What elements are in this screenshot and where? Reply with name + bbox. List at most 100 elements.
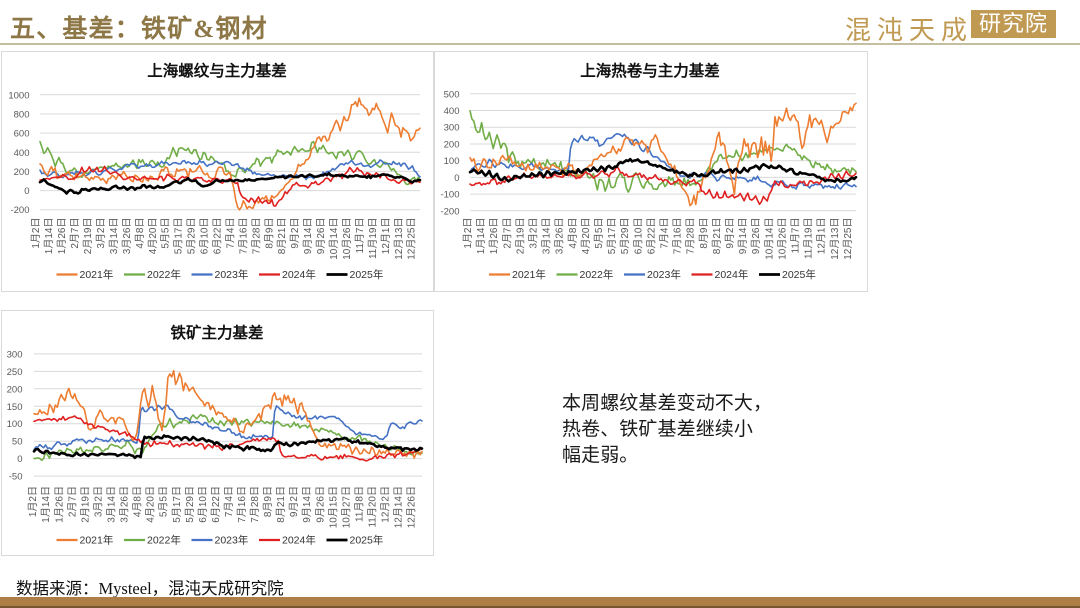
svg-text:2025年: 2025年 bbox=[350, 534, 384, 547]
svg-text:上海螺纹与主力基差: 上海螺纹与主力基差 bbox=[147, 61, 287, 80]
svg-text:8月21日: 8月21日 bbox=[711, 218, 723, 255]
svg-text:上海热卷与主力基差: 上海热卷与主力基差 bbox=[580, 61, 720, 80]
svg-text:2024年: 2024年 bbox=[282, 534, 316, 547]
svg-text:3月14日: 3月14日 bbox=[541, 218, 553, 255]
svg-text:3月26日: 3月26日 bbox=[554, 218, 566, 255]
svg-text:11月19日: 11月19日 bbox=[367, 218, 379, 260]
svg-text:9月14日: 9月14日 bbox=[737, 218, 749, 255]
svg-text:11月20日: 11月20日 bbox=[367, 486, 379, 528]
svg-text:12月14日: 12月14日 bbox=[393, 486, 405, 528]
svg-text:1月2日: 1月2日 bbox=[30, 218, 42, 249]
svg-text:10月14日: 10月14日 bbox=[328, 218, 340, 260]
svg-text:5月29日: 5月29日 bbox=[186, 218, 198, 255]
svg-text:11月19日: 11月19日 bbox=[803, 218, 815, 260]
svg-text:2022年: 2022年 bbox=[580, 268, 614, 281]
svg-text:7月28日: 7月28日 bbox=[250, 218, 262, 255]
svg-text:4月20日: 4月20日 bbox=[147, 218, 159, 255]
svg-text:2023年: 2023年 bbox=[215, 534, 249, 547]
svg-text:4月8日: 4月8日 bbox=[134, 218, 146, 249]
svg-text:1月14日: 1月14日 bbox=[475, 218, 487, 255]
svg-text:6月22日: 6月22日 bbox=[210, 486, 222, 523]
svg-text:10月26日: 10月26日 bbox=[776, 218, 788, 260]
svg-text:100: 100 bbox=[444, 156, 460, 167]
svg-text:2月7日: 2月7日 bbox=[501, 218, 513, 249]
svg-text:1月2日: 1月2日 bbox=[27, 486, 39, 517]
svg-text:200: 200 bbox=[444, 140, 460, 151]
svg-text:2022年: 2022年 bbox=[147, 534, 181, 547]
svg-text:12月25日: 12月25日 bbox=[406, 218, 418, 260]
svg-text:2021年: 2021年 bbox=[80, 534, 114, 547]
svg-text:5月29日: 5月29日 bbox=[184, 486, 196, 523]
svg-text:4月8日: 4月8日 bbox=[132, 486, 144, 517]
svg-text:5月5日: 5月5日 bbox=[158, 486, 170, 517]
svg-text:11月7日: 11月7日 bbox=[354, 218, 366, 254]
svg-text:7月4日: 7月4日 bbox=[659, 218, 671, 249]
svg-text:100: 100 bbox=[7, 419, 23, 430]
svg-text:7月16日: 7月16日 bbox=[672, 218, 684, 255]
svg-text:200: 200 bbox=[7, 384, 23, 395]
svg-text:300: 300 bbox=[7, 349, 23, 360]
svg-text:2月19日: 2月19日 bbox=[79, 486, 91, 523]
svg-text:1月26日: 1月26日 bbox=[56, 218, 68, 255]
svg-text:5月29日: 5月29日 bbox=[619, 218, 631, 255]
svg-text:2024年: 2024年 bbox=[282, 268, 316, 281]
svg-text:8月21日: 8月21日 bbox=[275, 486, 287, 523]
svg-text:12月1日: 12月1日 bbox=[816, 218, 828, 255]
svg-text:800: 800 bbox=[14, 110, 30, 121]
svg-text:9月2日: 9月2日 bbox=[724, 218, 736, 249]
svg-text:9月14日: 9月14日 bbox=[302, 218, 314, 255]
svg-text:12月1日: 12月1日 bbox=[380, 218, 392, 255]
svg-text:11月8日: 11月8日 bbox=[353, 486, 365, 522]
svg-text:9月2日: 9月2日 bbox=[288, 486, 300, 517]
svg-text:1月14日: 1月14日 bbox=[43, 218, 55, 255]
svg-text:2月19日: 2月19日 bbox=[82, 218, 94, 255]
svg-text:3月2日: 3月2日 bbox=[528, 218, 540, 249]
svg-text:6月22日: 6月22日 bbox=[645, 218, 657, 255]
svg-text:-200: -200 bbox=[440, 206, 459, 217]
svg-text:0: 0 bbox=[17, 454, 22, 465]
svg-text:3月26日: 3月26日 bbox=[121, 218, 133, 255]
svg-text:6月10日: 6月10日 bbox=[197, 486, 209, 523]
svg-text:1000: 1000 bbox=[8, 90, 29, 101]
svg-text:3月2日: 3月2日 bbox=[93, 486, 105, 517]
svg-text:9月26日: 9月26日 bbox=[315, 218, 327, 255]
svg-text:4月20日: 4月20日 bbox=[145, 486, 157, 523]
svg-text:2月7日: 2月7日 bbox=[69, 218, 81, 249]
svg-text:600: 600 bbox=[14, 129, 30, 140]
svg-text:1月14日: 1月14日 bbox=[40, 486, 52, 523]
svg-text:7月28日: 7月28日 bbox=[249, 486, 261, 523]
svg-text:3月2日: 3月2日 bbox=[95, 218, 107, 249]
svg-text:5月17日: 5月17日 bbox=[173, 218, 185, 255]
svg-text:5月17日: 5月17日 bbox=[171, 486, 183, 523]
svg-text:1月2日: 1月2日 bbox=[462, 218, 474, 249]
svg-text:-50: -50 bbox=[9, 472, 23, 483]
svg-text:2月19日: 2月19日 bbox=[514, 218, 526, 255]
svg-text:2023年: 2023年 bbox=[215, 268, 249, 281]
svg-text:2022年: 2022年 bbox=[147, 268, 181, 281]
svg-text:2021年: 2021年 bbox=[80, 268, 114, 281]
svg-text:150: 150 bbox=[7, 402, 23, 413]
svg-text:2023年: 2023年 bbox=[647, 268, 681, 281]
svg-text:6月10日: 6月10日 bbox=[632, 218, 644, 255]
svg-text:200: 200 bbox=[14, 167, 30, 178]
svg-text:9月14日: 9月14日 bbox=[301, 486, 313, 523]
svg-text:400: 400 bbox=[444, 106, 460, 117]
svg-text:12月2日: 12月2日 bbox=[380, 486, 392, 523]
svg-text:1月26日: 1月26日 bbox=[488, 218, 500, 255]
svg-text:2021年: 2021年 bbox=[512, 268, 546, 281]
svg-text:2024年: 2024年 bbox=[715, 268, 749, 281]
svg-text:0: 0 bbox=[454, 173, 459, 184]
svg-text:10月27日: 10月27日 bbox=[340, 486, 352, 528]
svg-text:4月8日: 4月8日 bbox=[567, 218, 579, 249]
svg-text:8月9日: 8月9日 bbox=[263, 218, 275, 249]
svg-text:5月17日: 5月17日 bbox=[606, 218, 618, 255]
svg-text:1月26日: 1月26日 bbox=[53, 486, 65, 523]
svg-text:8月21日: 8月21日 bbox=[276, 218, 288, 255]
svg-text:6月10日: 6月10日 bbox=[199, 218, 211, 255]
svg-text:10月26日: 10月26日 bbox=[341, 218, 353, 260]
svg-text:12月13日: 12月13日 bbox=[829, 218, 841, 260]
svg-text:2025年: 2025年 bbox=[350, 268, 384, 281]
svg-text:10月14日: 10月14日 bbox=[763, 218, 775, 260]
svg-text:5月5日: 5月5日 bbox=[593, 218, 605, 249]
svg-text:12月26日: 12月26日 bbox=[406, 486, 418, 528]
